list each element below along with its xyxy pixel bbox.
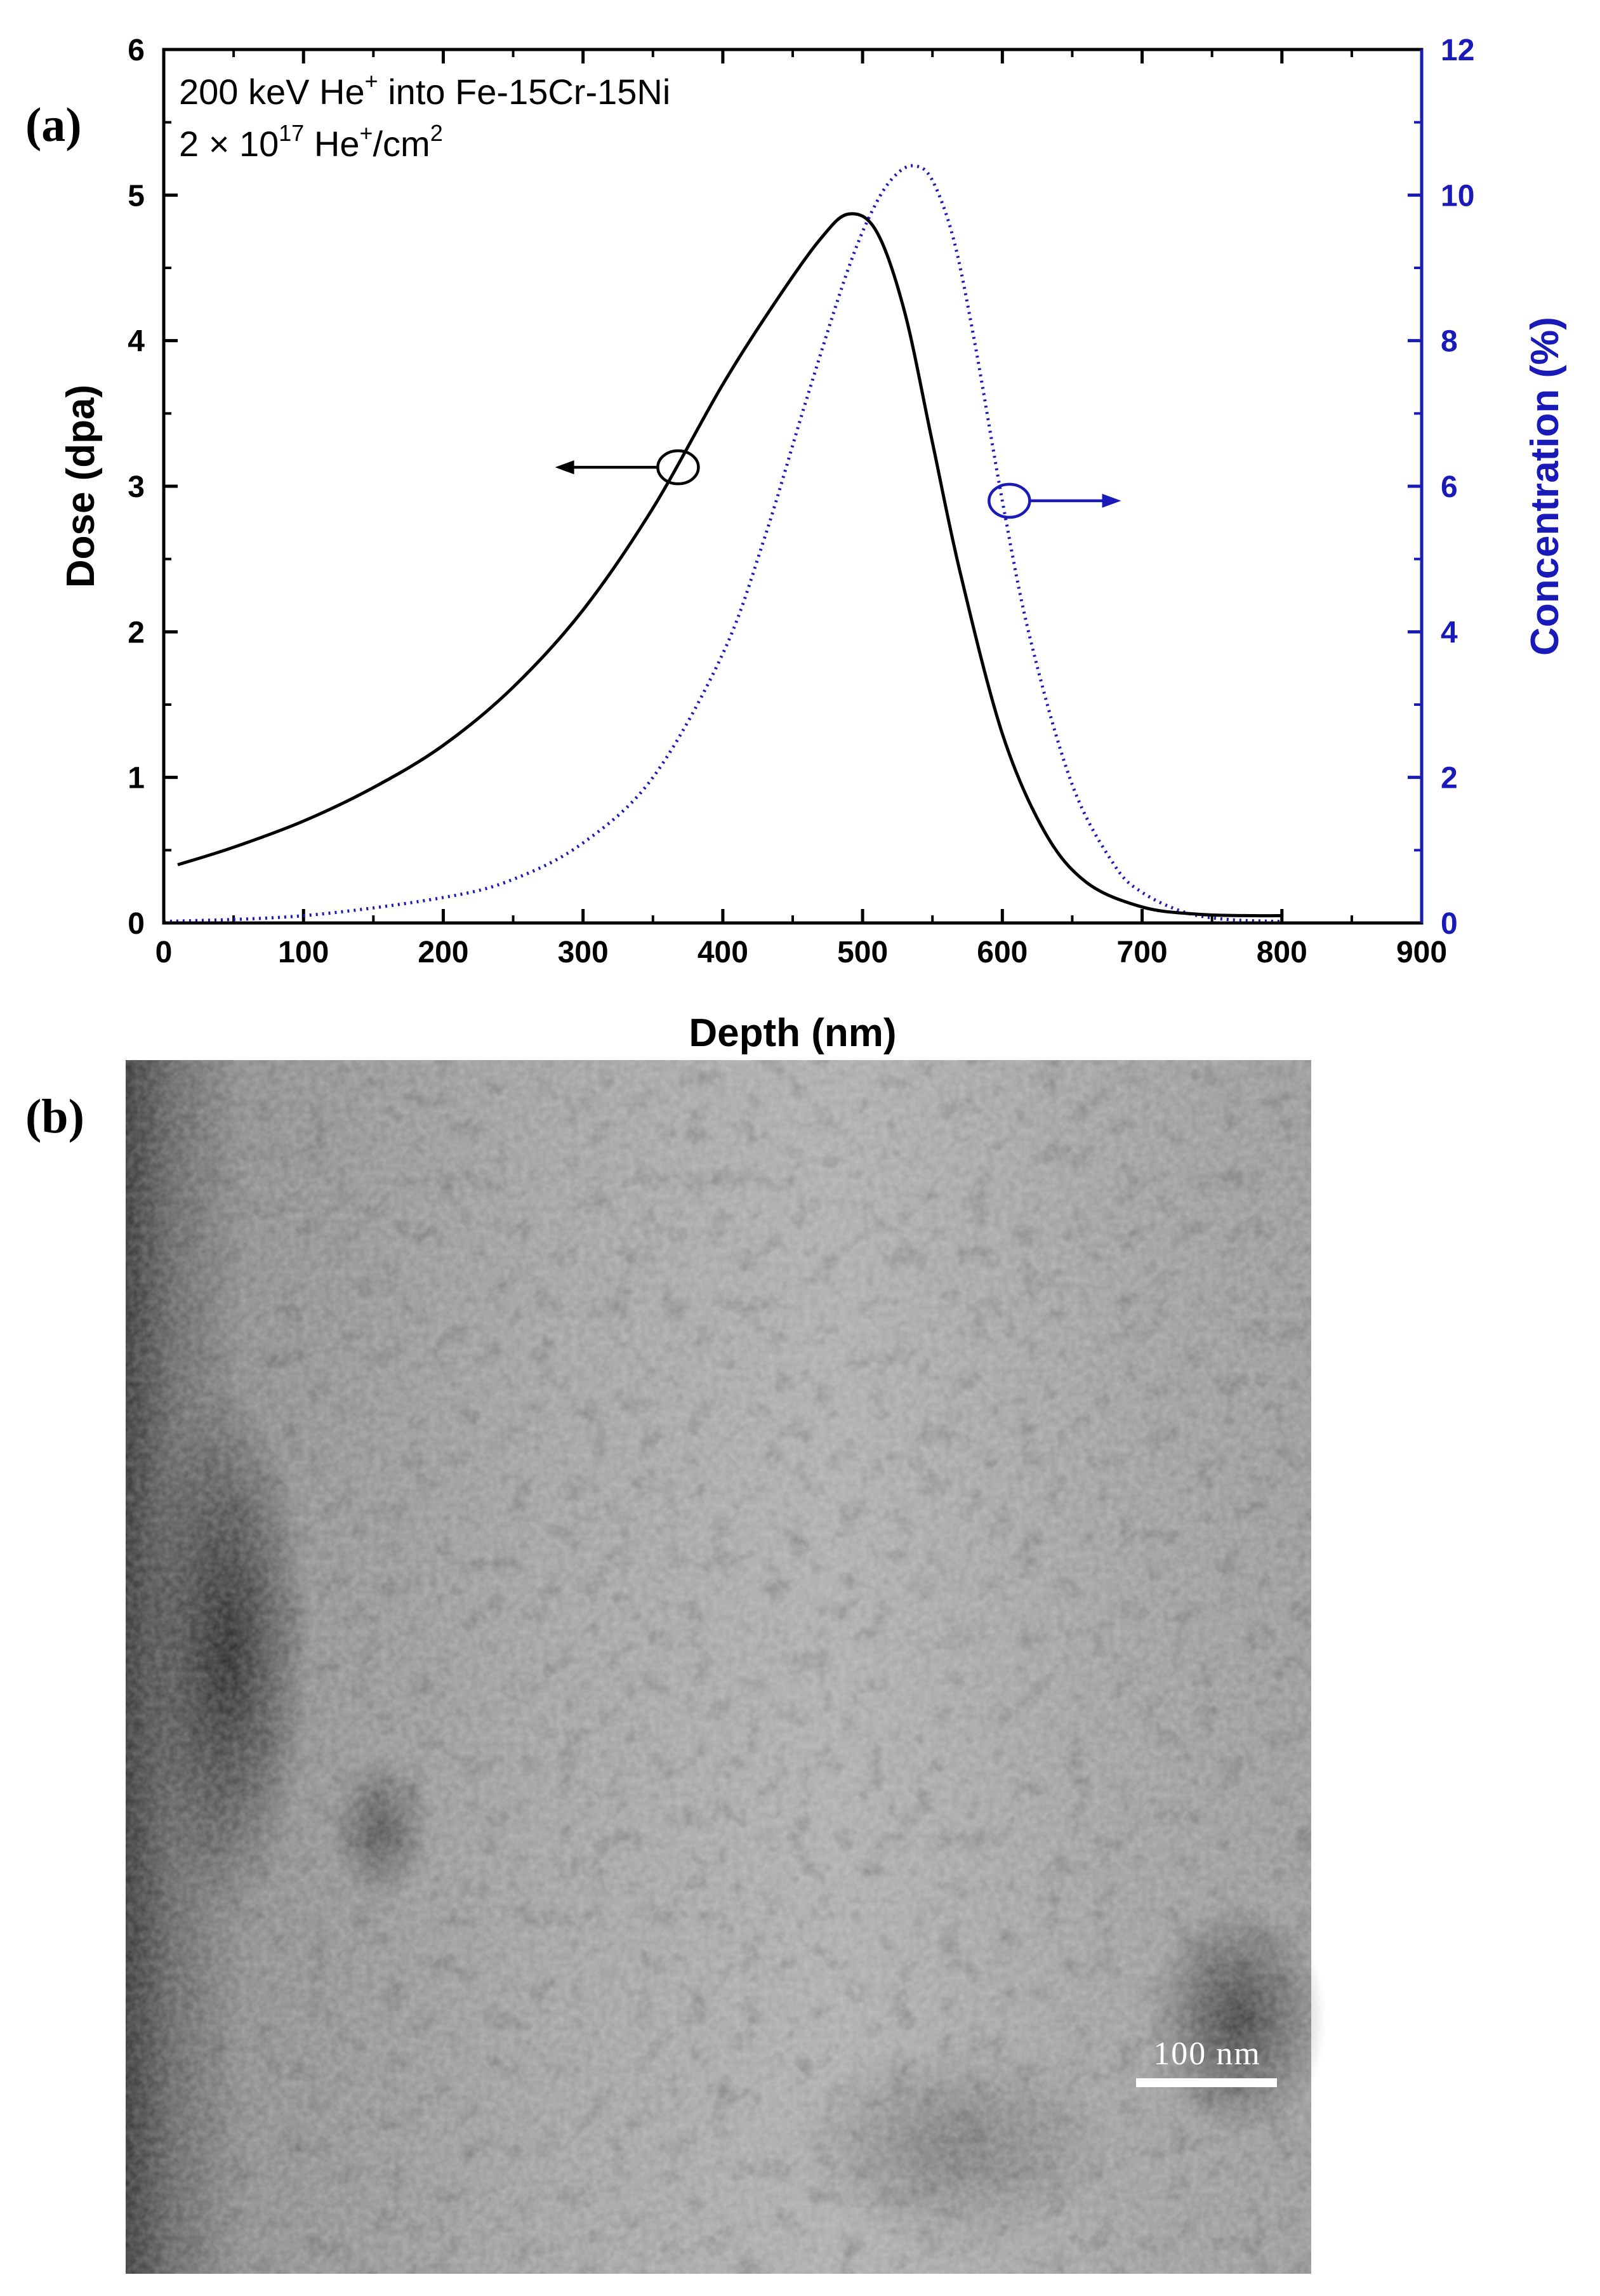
y-axis-right: 0 2 4 6 8 10 12 (1408, 34, 1474, 941)
panel-label-a: (a) (25, 98, 82, 152)
y-tick-label: 6 (128, 34, 145, 67)
annotation-text: 2 × 10 (179, 124, 279, 164)
series-line-dose (177, 212, 1282, 918)
x-tick-label: 200 (418, 936, 468, 969)
y-tick-label: 2 (128, 616, 145, 649)
annotation-text: 200 keV He (179, 72, 365, 112)
annotation-sup: 17 (279, 120, 304, 146)
annotation-sup: + (365, 68, 378, 94)
series-line-concentration (164, 164, 1282, 923)
scale-bar-label: 100 nm (1153, 2036, 1260, 2072)
concentration-marker-circle (988, 482, 1031, 519)
x-tick-label: 700 (1117, 936, 1168, 969)
x-tick-label: 100 (278, 936, 329, 969)
y2-tick-label: 2 (1441, 762, 1458, 795)
y-tick-label: 1 (128, 762, 145, 795)
tem-micrograph: 100 nm (126, 1060, 1326, 2274)
dose-marker-circle (656, 449, 700, 486)
x-axis-title: Depth (nm) (689, 1011, 896, 1055)
dose-arrowhead (555, 460, 574, 475)
y-tick-label: 5 (128, 179, 145, 213)
scale-bar (1136, 2078, 1277, 2087)
y-tick-label: 0 (128, 907, 145, 941)
y2-tick-label: 8 (1441, 325, 1458, 359)
y2-tick-label: 6 (1441, 470, 1458, 504)
x-tick-label: 500 (837, 936, 888, 969)
y-tick-label: 4 (128, 325, 145, 359)
y2-axis-title: Concentration (%) (1523, 317, 1567, 656)
x-axis: 0 100 200 300 400 500 600 700 800 900 (155, 50, 1447, 969)
y2-tick-label: 10 (1441, 179, 1474, 213)
y-axis-title: Dose (dpa) (59, 385, 103, 588)
annotation-sup: 2 (430, 120, 443, 146)
x-tick-label: 300 (558, 936, 609, 969)
annotation-text: /cm (373, 124, 430, 164)
y-axis-left: 0 1 2 3 4 5 6 (128, 34, 178, 941)
annotation-line-2: 2 × 1017 He+/cm2 (179, 120, 443, 164)
x-tick-label: 900 (1396, 936, 1447, 969)
y2-tick-label: 0 (1441, 907, 1458, 941)
y2-tick-label: 4 (1441, 616, 1458, 649)
micrograph-bubbles (126, 1060, 1311, 2274)
series-markers (555, 449, 1121, 519)
x-tick-label: 400 (698, 936, 748, 969)
plot-frame (162, 48, 1424, 925)
y2-tick-label: 12 (1441, 34, 1474, 67)
concentration-arrowhead (1102, 493, 1121, 508)
panel-label-b: (b) (25, 1090, 84, 1143)
annotation-text: He (304, 124, 359, 164)
x-tick-label: 600 (977, 936, 1028, 969)
x-tick-label: 0 (155, 936, 173, 969)
annotation-line-1: 200 keV He+ into Fe-15Cr-15Ni (179, 68, 670, 112)
y-tick-label: 3 (128, 470, 145, 504)
annotation-text: into Fe-15Cr-15Ni (378, 72, 671, 112)
x-tick-label: 800 (1257, 936, 1307, 969)
annotation-sup: + (359, 120, 373, 146)
